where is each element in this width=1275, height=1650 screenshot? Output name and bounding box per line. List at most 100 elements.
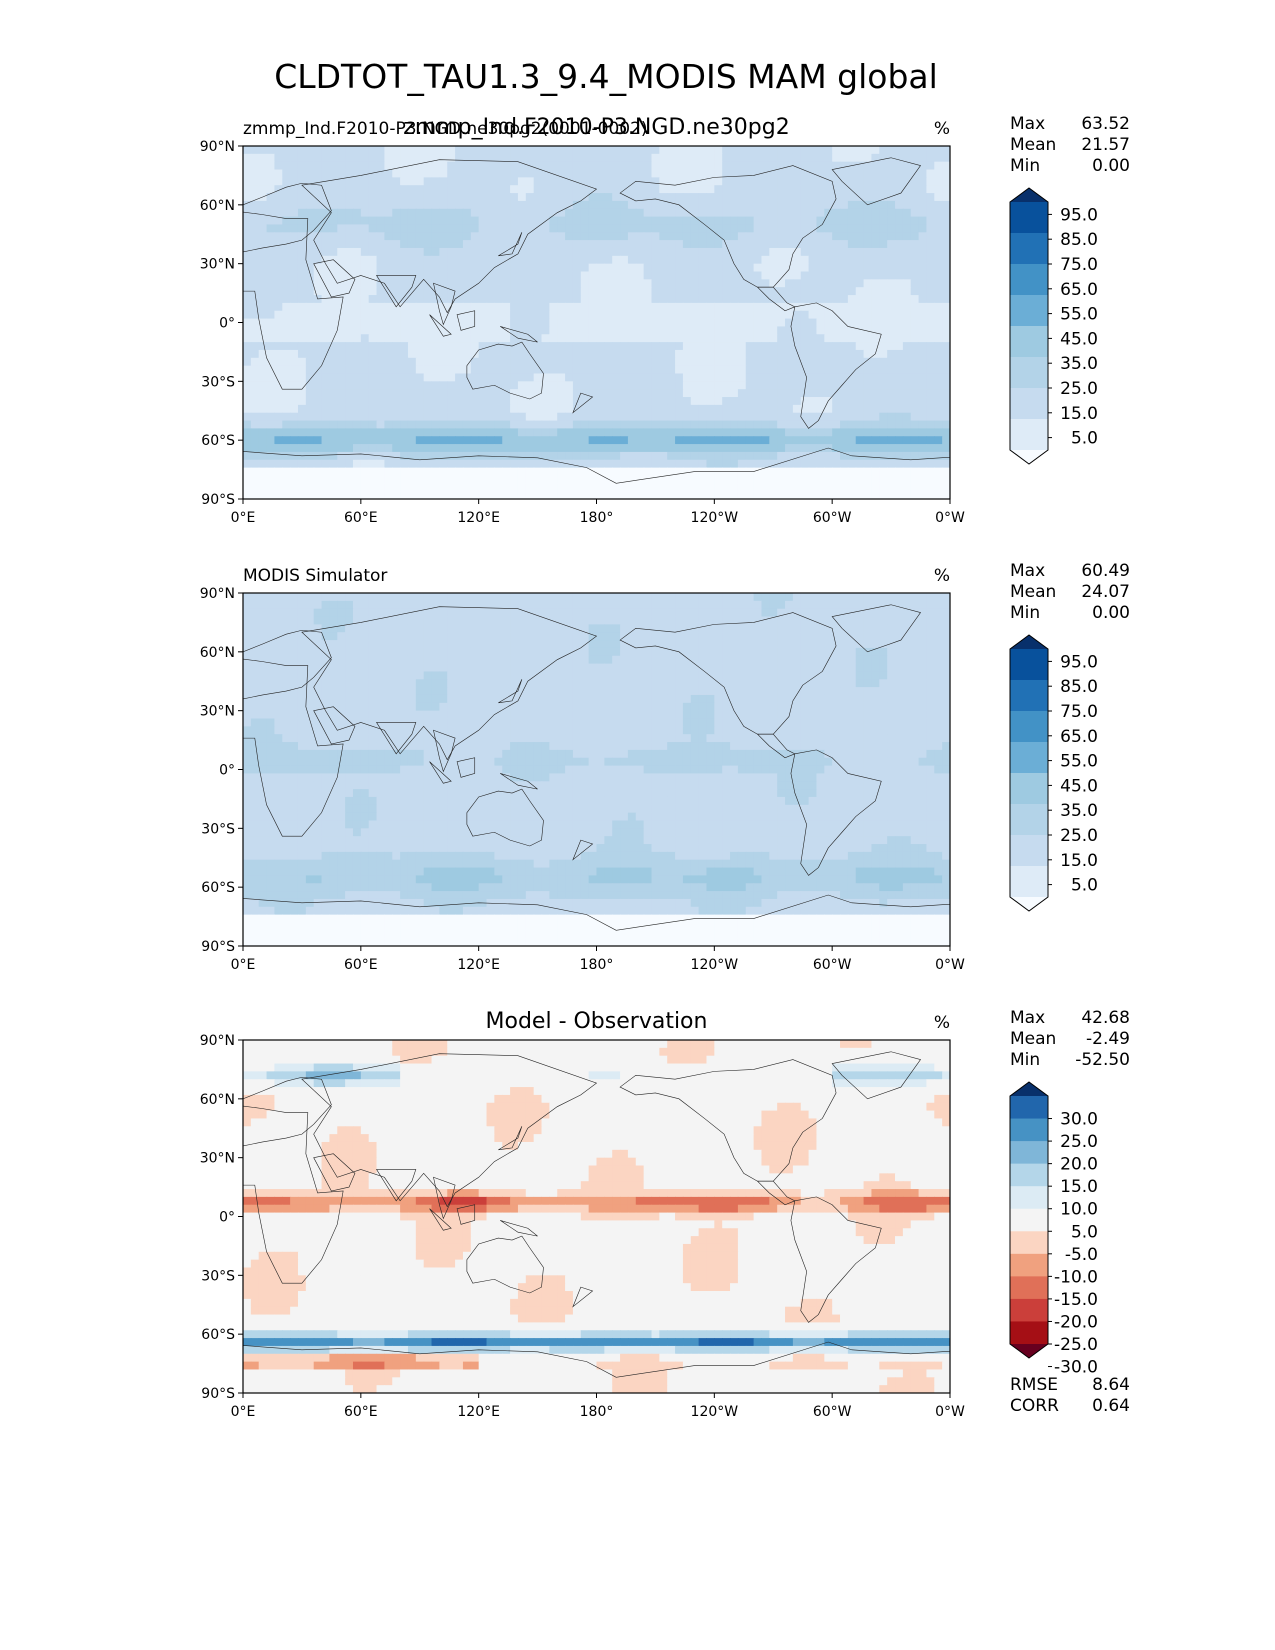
stat-value: 21.57	[1081, 135, 1130, 155]
lat-tick-label: 30°S	[201, 374, 235, 390]
panel-test: zmmp_Ind.F2010-P3.NGD.ne30pg2(0001-0002)…	[200, 114, 1130, 526]
colorbar-tick-label: -10.0	[1054, 1267, 1098, 1287]
lon-tick-label: 120°W	[691, 957, 739, 973]
colorbar-tick-label: 10.0	[1060, 1200, 1098, 1220]
lat-tick-label: 90°S	[201, 939, 235, 955]
lat-tick-label: 90°N	[200, 1033, 235, 1049]
stat-value: -2.49	[1086, 1029, 1130, 1049]
colorbar-tick-label: 85.0	[1060, 230, 1098, 250]
lon-tick-label: 60°E	[344, 510, 378, 526]
lon-tick-label: 180°	[580, 1404, 614, 1420]
panel-units: %	[934, 566, 950, 586]
colorbar-tick-label: 45.0	[1060, 329, 1098, 349]
colorbar-tick-label: 65.0	[1060, 280, 1098, 300]
panel-left-title: MODIS Simulator	[243, 566, 387, 586]
colorbar-tick-label: 15.0	[1060, 1177, 1098, 1197]
colorbar-tick-label: 30.0	[1060, 1110, 1098, 1130]
lon-tick-label: 120°E	[457, 510, 500, 526]
colorbar-tick-label: 5.0	[1071, 429, 1098, 449]
colorbar-test: 95.0 85.0 75.0 65.0 55.0 45.0 35.0 25.0 15.0 5.0	[1009, 187, 1098, 465]
lon-tick-label: 0°E	[231, 510, 256, 526]
colorbar-tick-label: 15.0	[1060, 404, 1098, 424]
lat-tick-label: 0°	[219, 1210, 235, 1226]
colorbar-tick-label: 5.0	[1071, 1222, 1098, 1242]
lat-tick-label: 60°N	[200, 645, 235, 661]
map-ref	[243, 593, 950, 947]
lat-tick-label: 90°S	[201, 492, 235, 508]
map-test	[243, 146, 950, 500]
colorbar-tick-label: 25.0	[1060, 826, 1098, 846]
colorbar-tick-label: -25.0	[1054, 1335, 1098, 1355]
stat-label: Min	[1010, 603, 1040, 623]
colorbar-tick-label: 55.0	[1060, 305, 1098, 325]
lon-tick-label: 120°W	[691, 510, 739, 526]
stat-value: 60.49	[1081, 561, 1130, 581]
stat-label: Min	[1010, 156, 1040, 176]
lat-tick-label: 0°	[219, 763, 235, 779]
lon-tick-label: 0°W	[935, 1404, 965, 1420]
lon-tick-label: 0°W	[935, 957, 965, 973]
lat-tick-label: 60°N	[200, 1092, 235, 1108]
stat-value: 24.07	[1081, 582, 1130, 602]
colorbar-tick-label: 5.0	[1071, 876, 1098, 896]
stat-label: Max	[1010, 1008, 1045, 1028]
lon-tick-label: 0°E	[231, 1404, 256, 1420]
lon-tick-label: 120°E	[457, 1404, 500, 1420]
colorbar-tick-label: 75.0	[1060, 255, 1098, 275]
colorbar-tick-label: 45.0	[1060, 776, 1098, 796]
stat-value: 0.00	[1092, 156, 1130, 176]
lon-tick-label: 60°W	[813, 510, 852, 526]
colorbar-tick-label: 25.0	[1060, 379, 1098, 399]
panel-units: %	[934, 119, 950, 139]
stat-value: 0.00	[1092, 603, 1130, 623]
colorbar-tick-label: 15.0	[1060, 851, 1098, 871]
colorbar-tick-label: -5.0	[1065, 1245, 1098, 1265]
colorbar-tick-label: -15.0	[1054, 1290, 1098, 1310]
stat-label: Mean	[1010, 582, 1056, 602]
lat-tick-label: 30°N	[200, 257, 235, 273]
lon-tick-label: 120°W	[691, 1404, 739, 1420]
panel-diff: Model - Observation % 90°N 60°N 30°N 0° 30°S 60…	[200, 1008, 1130, 1420]
lat-tick-label: 30°N	[200, 704, 235, 720]
lat-tick-label: 60°N	[200, 198, 235, 214]
colorbar-tick-label: 20.0	[1060, 1155, 1098, 1175]
map-diff	[243, 1040, 950, 1394]
lon-tick-label: 0°E	[231, 957, 256, 973]
panel-units: %	[934, 1013, 950, 1033]
lon-tick-label: 120°E	[457, 957, 500, 973]
stat-value: 63.52	[1081, 114, 1130, 134]
colorbar-tick-label: 75.0	[1060, 702, 1098, 722]
figure-title: CLDTOT_TAU1.3_9.4_MODIS MAM global	[274, 57, 938, 96]
colorbar-diff: 30.025.0 20.015.0 10.05.0 -5.0-10.0 -15.0-20…	[1009, 1081, 1098, 1378]
panel-center-title: zmmp_Ind.F2010-P3.NGD.ne30pg2	[403, 115, 789, 140]
colorbar-ref: 95.0 85.0 75.0 65.0 55.0 45.0 35.0 25.0 15.0 5.0	[1009, 634, 1098, 912]
lat-tick-label: 30°S	[201, 821, 235, 837]
colorbar-tick-label: 35.0	[1060, 354, 1098, 374]
panel-center-title: Model - Observation	[486, 1009, 708, 1034]
lat-tick-label: 90°N	[200, 139, 235, 155]
colorbar-tick-label: 55.0	[1060, 752, 1098, 772]
bottom-stat-label: RMSE	[1010, 1375, 1058, 1395]
lon-tick-label: 180°	[580, 957, 614, 973]
panels-container: zmmp_Ind.F2010-P3.NGD.ne30pg2(0001-0002)…	[200, 114, 1130, 1420]
bottom-stat-label: CORR	[1010, 1396, 1059, 1416]
stat-label: Min	[1010, 1050, 1040, 1070]
lon-tick-label: 0°W	[935, 510, 965, 526]
lat-tick-label: 30°S	[201, 1268, 235, 1284]
bottom-stat-value: 8.64	[1092, 1375, 1130, 1395]
lon-tick-label: 60°W	[813, 957, 852, 973]
lat-tick-label: 60°S	[201, 880, 235, 896]
bottom-stat-value: 0.64	[1092, 1396, 1130, 1416]
lat-tick-label: 90°S	[201, 1386, 235, 1402]
stat-label: Max	[1010, 114, 1045, 134]
colorbar-tick-label: 35.0	[1060, 801, 1098, 821]
stat-label: Max	[1010, 561, 1045, 581]
lat-tick-label: 60°S	[201, 433, 235, 449]
stat-label: Mean	[1010, 1029, 1056, 1049]
stat-value: 42.68	[1081, 1008, 1130, 1028]
colorbar-tick-label: 65.0	[1060, 727, 1098, 747]
lat-tick-label: 90°N	[200, 586, 235, 602]
stat-value: -52.50	[1075, 1050, 1130, 1070]
lat-tick-label: 30°N	[200, 1151, 235, 1167]
colorbar-tick-label: -30.0	[1054, 1358, 1098, 1378]
